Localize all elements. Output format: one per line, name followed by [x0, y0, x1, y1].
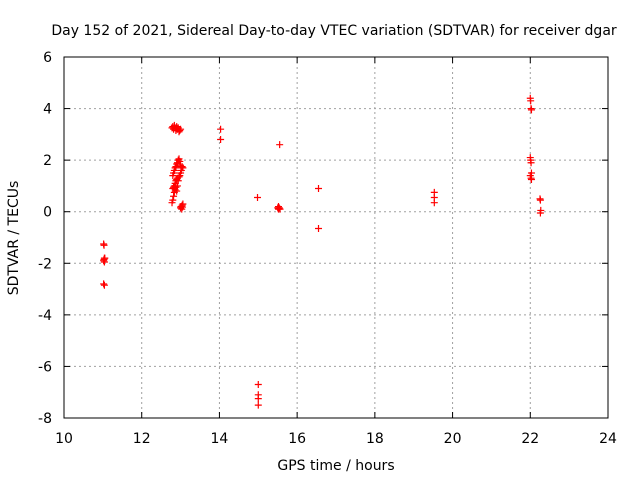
data-point — [217, 136, 225, 144]
y-axis-label: SDTVAR / TECUs — [6, 181, 22, 296]
data-point — [170, 192, 178, 200]
data-point — [176, 126, 184, 134]
data-point — [527, 175, 535, 183]
grid-lines — [64, 57, 608, 418]
chart-title: Day 152 of 2021, Sidereal Day-to-day VTE… — [51, 23, 617, 39]
data-point — [536, 209, 544, 217]
data-point — [430, 199, 438, 207]
y-tick-label: 0 — [43, 205, 52, 221]
data-point — [174, 156, 182, 164]
data-point — [173, 182, 181, 190]
x-tick-label: 10 — [55, 431, 73, 447]
data-point — [172, 183, 180, 191]
y-tick-label: -6 — [38, 359, 52, 375]
x-tick-label: 12 — [133, 431, 151, 447]
data-point — [100, 281, 108, 289]
x-tick-label: 18 — [366, 431, 384, 447]
data-point — [217, 125, 225, 133]
y-tick-label: -8 — [38, 411, 52, 427]
y-tick-label: 4 — [43, 102, 52, 118]
data-points — [100, 94, 545, 409]
x-tick-label: 20 — [444, 431, 462, 447]
data-point — [100, 255, 108, 263]
data-point — [275, 204, 283, 212]
data-point — [174, 177, 182, 185]
data-point — [178, 163, 186, 171]
data-point — [254, 380, 262, 388]
data-point — [527, 159, 535, 167]
x-tick-label: 24 — [599, 431, 617, 447]
data-point — [254, 401, 262, 409]
y-tick-label: -4 — [38, 308, 52, 324]
data-point — [175, 173, 183, 181]
x-tick-label: 14 — [211, 431, 229, 447]
data-point — [276, 205, 284, 213]
data-point — [179, 203, 187, 211]
data-point — [171, 164, 179, 172]
data-point — [315, 224, 323, 232]
y-tick-label: 6 — [43, 50, 52, 66]
data-point — [100, 280, 108, 288]
data-point — [177, 125, 185, 133]
data-point — [173, 187, 181, 195]
data-point — [254, 395, 262, 403]
data-point — [254, 194, 262, 202]
data-point — [177, 166, 185, 174]
plot-frame — [63, 56, 609, 419]
data-point — [276, 141, 284, 149]
y-tick-label: 2 — [43, 153, 52, 169]
x-tick-label: 16 — [288, 431, 306, 447]
y-tick-label: -2 — [38, 256, 52, 272]
data-point — [101, 254, 109, 262]
data-point — [536, 196, 544, 204]
data-point — [527, 97, 535, 105]
x-tick-label: 22 — [521, 431, 539, 447]
series-sdtvar — [100, 94, 545, 409]
data-point — [100, 241, 108, 249]
x-axis-label: GPS time / hours — [277, 458, 394, 474]
data-point — [527, 106, 535, 114]
data-point — [176, 157, 184, 165]
data-point — [315, 185, 323, 193]
data-point — [169, 196, 177, 204]
